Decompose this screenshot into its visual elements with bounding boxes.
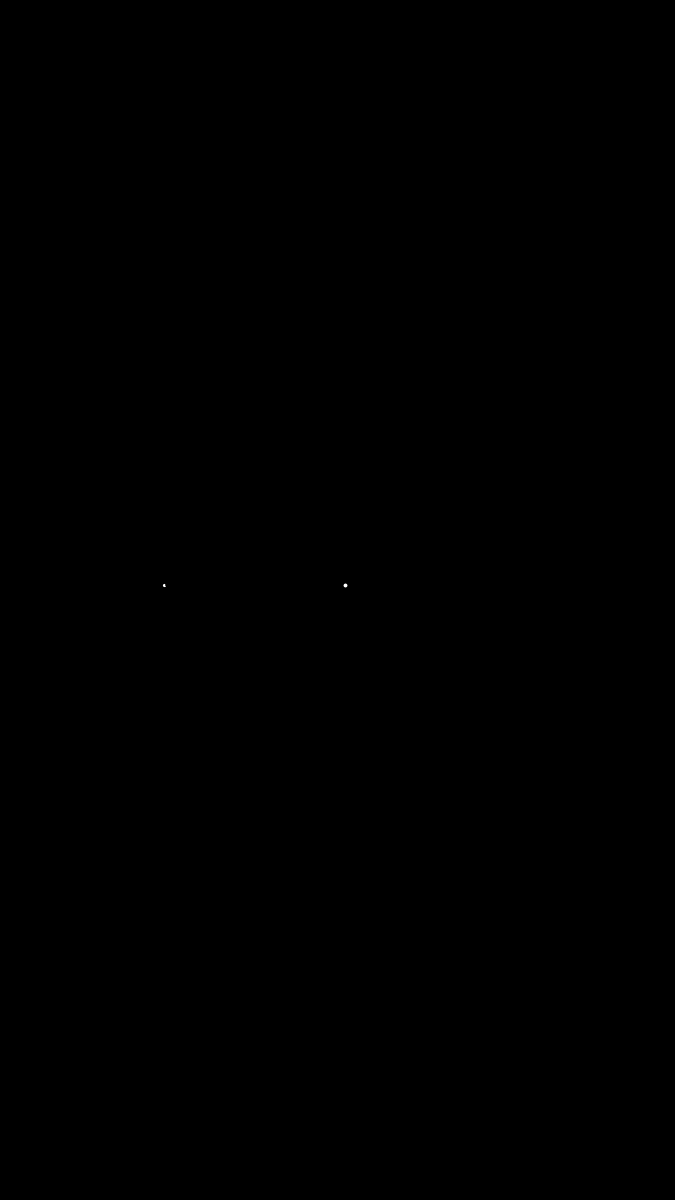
Text: $+$: $+$ xyxy=(288,594,296,605)
Text: order Butterworth active filter is:: order Butterworth active filter is: xyxy=(248,330,472,343)
Text: $\left(\dfrac{s}{\omega_n}\right)^{\!\!2} + 2\xi\left(\dfrac{s}{\omega_n}\right): $\left(\dfrac{s}{\omega_n}\right)^{\!\!2… xyxy=(271,400,395,426)
Text: 0v: 0v xyxy=(229,538,240,547)
Text: This filter can be implemented using a Sallen and Key second order filter sectio: This filter can be implemented using a S… xyxy=(8,432,639,444)
Text: C: C xyxy=(259,605,266,614)
Text: in Figure Q3(c).: in Figure Q3(c). xyxy=(8,450,110,462)
Text: Figure Q3(c): Figure Q3(c) xyxy=(283,695,377,708)
Text: C: C xyxy=(200,605,207,614)
Text: $-$: $-$ xyxy=(288,565,296,575)
Text: The transfer function of such a structure is given by: The transfer function of such a structur… xyxy=(8,725,355,738)
Text: $R_1$: $R_1$ xyxy=(246,492,259,505)
Text: $v_{in}$: $v_{in}$ xyxy=(134,601,146,612)
Text: 0v: 0v xyxy=(276,652,288,660)
Text: 0v: 0v xyxy=(159,647,170,655)
Text: R: R xyxy=(191,565,198,576)
Text: c.: c. xyxy=(8,330,21,343)
Text: $A_0$: $A_0$ xyxy=(323,360,342,379)
Text: The general transfer function of a 2: The general transfer function of a 2 xyxy=(24,330,263,343)
Text: nd: nd xyxy=(238,326,249,336)
Text: R: R xyxy=(249,565,256,576)
Text: $v_{out}$: $v_{out}$ xyxy=(350,601,367,612)
Text: $R_2$: $R_2$ xyxy=(307,492,319,505)
Text: $H(s) =$: $H(s) =$ xyxy=(166,378,214,396)
